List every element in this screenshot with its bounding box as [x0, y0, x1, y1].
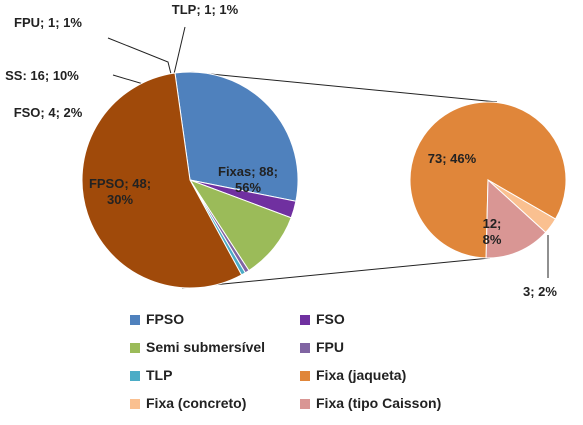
legend-swatch: [300, 315, 310, 325]
pie-slice: [409, 101, 567, 259]
pie-slice: [81, 72, 243, 289]
legend-swatch: [130, 343, 140, 353]
leader-line: [107, 37, 172, 75]
data-label: Fixas; 88; 56%: [218, 164, 278, 195]
pie-slice: [485, 178, 547, 259]
data-label: 73; 46%: [427, 151, 477, 166]
data-label: TLP; 1; 1%: [171, 2, 239, 17]
legend-label: Fixa (concreto): [146, 395, 247, 411]
legend-label: TLP: [146, 367, 173, 383]
legend-swatch: [130, 399, 140, 409]
legend-label: Fixa (jaqueta): [316, 367, 407, 383]
legend-swatch: [300, 371, 310, 381]
legend-label: FSO: [316, 311, 345, 327]
leader-line: [173, 26, 186, 75]
legend-label: FPSO: [146, 311, 185, 327]
legend-label: Semi submersível: [146, 339, 266, 355]
legend-swatch: [130, 371, 140, 381]
legend-swatch: [300, 399, 310, 409]
data-label: 3; 2%: [523, 284, 557, 299]
legend-swatch: [300, 343, 310, 353]
connector: [181, 257, 491, 289]
data-label: 12; 8%: [482, 216, 502, 247]
legend-label: FPU: [316, 339, 344, 355]
data-label: FSO; 4; 2%: [13, 105, 83, 120]
legend-swatch: [130, 315, 140, 325]
data-label: SS: 16; 10%: [5, 68, 79, 83]
legend-label: Fixa (tipo Caisson): [316, 395, 442, 411]
pie-slice: [174, 71, 299, 202]
data-label: FPSO; 48; 30%: [88, 176, 152, 207]
data-label: FPU; 1; 1%: [14, 15, 82, 30]
connector: [189, 71, 498, 103]
